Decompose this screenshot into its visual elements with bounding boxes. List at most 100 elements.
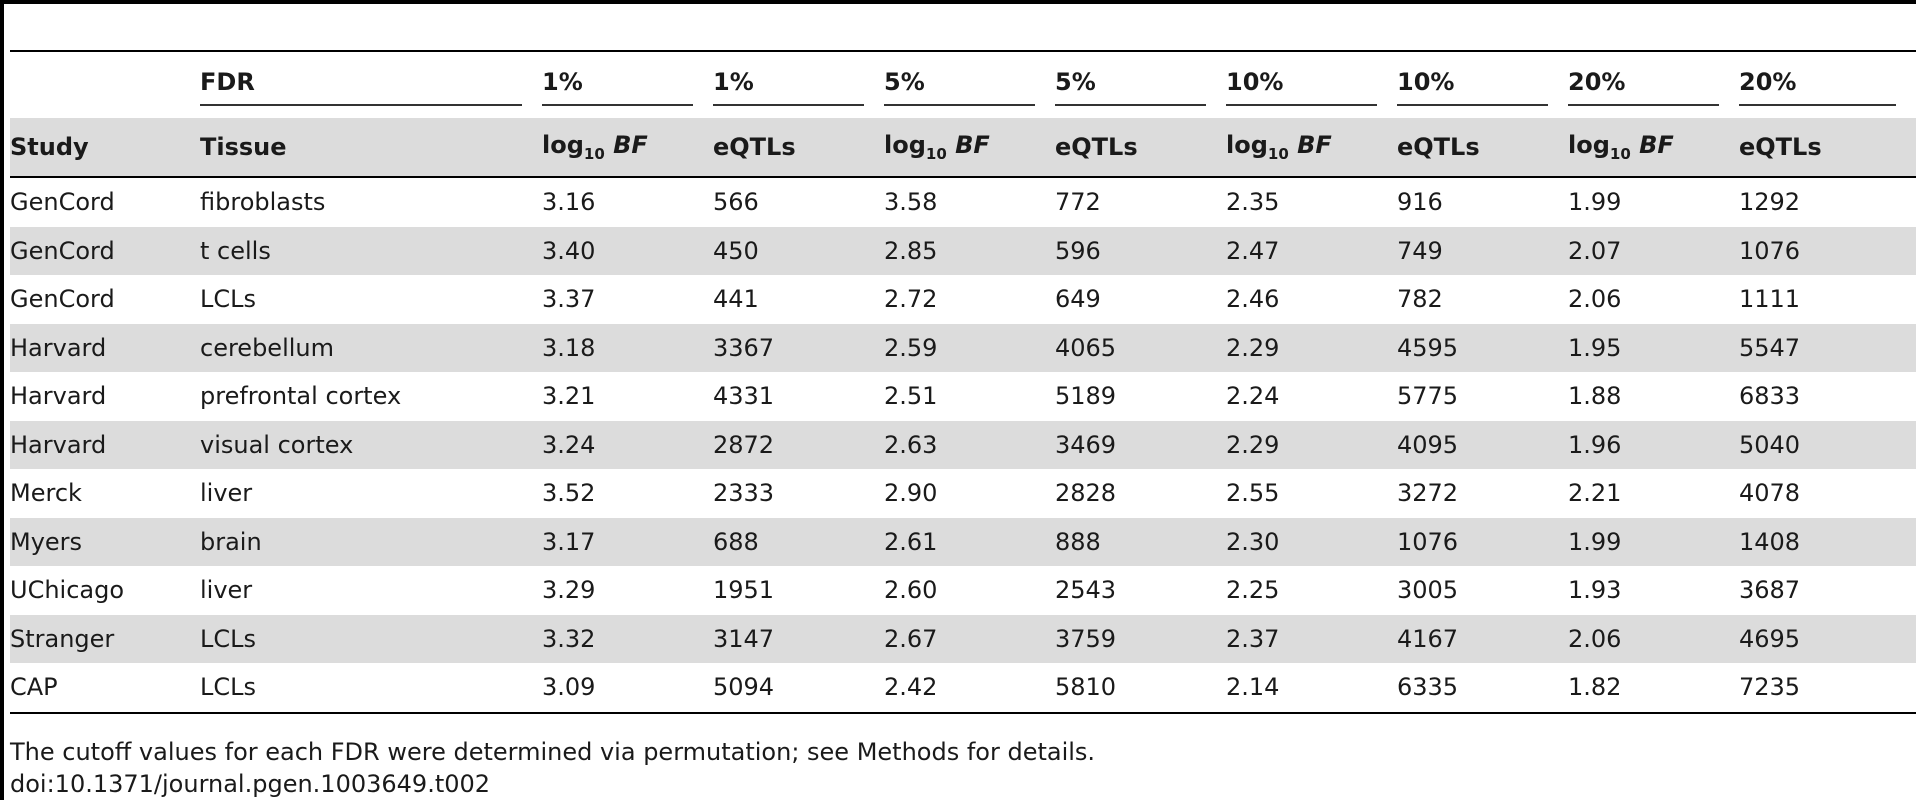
tissue-cell: cerebellum — [200, 323, 542, 372]
tissue-cell: fibroblasts — [200, 188, 326, 217]
value-cell: 2.55 — [1226, 479, 1280, 508]
value-cell: 1076 — [1739, 226, 1916, 275]
value-cell: 2872 — [713, 420, 884, 469]
eqtls-header: eQTLs — [1397, 118, 1568, 178]
value-cell: 1.99 — [1568, 188, 1622, 217]
value-cell: 6833 — [1739, 382, 1801, 411]
value-cell: 3.40 — [542, 226, 713, 275]
value-cell: 1.88 — [1568, 382, 1622, 411]
fdr-level: 20% — [1739, 52, 1916, 118]
log-bf-header: log10 BF — [1226, 118, 1397, 178]
value-cell: 2.60 — [884, 576, 938, 605]
fdr-level: 5% — [1055, 52, 1226, 118]
fdr-level: 10% — [1397, 52, 1568, 118]
value-cell: 916 — [1397, 188, 1443, 217]
table-top-rule — [10, 50, 1916, 52]
value-cell: 2.47 — [1226, 226, 1397, 275]
study-cell: Myers — [10, 517, 200, 566]
value-cell: 2333 — [713, 479, 775, 508]
value-cell: 1.95 — [1568, 323, 1739, 372]
fdr-header-row: FDR 1% 1% 5% 5% 10% 10% 20% 20% — [10, 52, 1916, 118]
value-cell: 1.96 — [1568, 420, 1739, 469]
value-cell: 5094 — [713, 663, 884, 714]
doi-line: doi:10.1371/journal.pgen.1003649.t002 — [10, 770, 491, 798]
value-cell: 3272 — [1397, 479, 1459, 508]
value-cell: 566 — [713, 188, 759, 217]
table-row: Stranger LCLs 3.32 3147 2.67 3759 2.37 4… — [10, 614, 1916, 663]
tissue-cell: liver — [200, 479, 253, 508]
table-row: UChicago liver 3.29 1951 2.60 2543 2.25 … — [10, 566, 1916, 615]
table-row: GenCord fibroblasts 3.16 566 3.58 772 2.… — [10, 177, 1916, 227]
tissue-header: Tissue — [200, 118, 542, 178]
value-cell: 3367 — [713, 323, 884, 372]
value-cell: 2.06 — [1568, 614, 1739, 663]
eqtls-header: eQTLs — [713, 118, 884, 178]
value-cell: 3.24 — [542, 420, 713, 469]
study-cell: Harvard — [10, 382, 107, 411]
fdr-level: 10% — [1226, 52, 1397, 118]
table-body: GenCord fibroblasts 3.16 566 3.58 772 2.… — [10, 177, 1916, 714]
value-cell: 688 — [713, 517, 884, 566]
study-cell: UChicago — [10, 576, 125, 605]
value-cell: 450 — [713, 226, 884, 275]
value-cell: 2828 — [1055, 479, 1117, 508]
table-row: GenCord LCLs 3.37 441 2.72 649 2.46 782 … — [10, 275, 1916, 324]
value-cell: 5189 — [1055, 382, 1117, 411]
fdr-level: 20% — [1568, 52, 1739, 118]
column-header-row: Study Tissue log10 BF eQTLs log10 BF eQT… — [10, 118, 1916, 178]
value-cell: 4331 — [713, 382, 775, 411]
value-cell: 2.72 — [884, 285, 938, 314]
value-cell: 3.32 — [542, 614, 713, 663]
value-cell: 3.58 — [884, 188, 938, 217]
eqtls-header: eQTLs — [1739, 118, 1916, 178]
study-cell: Harvard — [10, 323, 200, 372]
tissue-cell: LCLs — [200, 285, 257, 314]
fdr-label: FDR — [200, 52, 542, 118]
fdr-level: 5% — [884, 52, 1055, 118]
value-cell: 3.18 — [542, 323, 713, 372]
value-cell: 4095 — [1397, 420, 1568, 469]
study-cell: Merck — [10, 479, 82, 508]
value-cell: 1111 — [1739, 285, 1801, 314]
top-border — [0, 0, 1916, 4]
value-cell: 772 — [1055, 188, 1101, 217]
tissue-cell: visual cortex — [200, 420, 542, 469]
value-cell: 1.82 — [1568, 663, 1739, 714]
value-cell: 2.90 — [884, 479, 938, 508]
table-row: Harvard cerebellum 3.18 3367 2.59 4065 2… — [10, 323, 1916, 372]
value-cell: 3.29 — [542, 576, 596, 605]
study-cell: GenCord — [10, 285, 115, 314]
value-cell: 888 — [1055, 517, 1226, 566]
value-cell: 7235 — [1739, 663, 1916, 714]
tissue-cell: liver — [200, 576, 253, 605]
study-cell: GenCord — [10, 226, 200, 275]
study-header: Study — [10, 118, 200, 178]
table-row: Myers brain 3.17 688 2.61 888 2.30 1076 … — [10, 517, 1916, 566]
value-cell: 1292 — [1739, 188, 1801, 217]
value-cell: 3147 — [713, 614, 884, 663]
value-cell: 1076 — [1397, 517, 1568, 566]
value-cell: 2.35 — [1226, 188, 1280, 217]
value-cell: 3469 — [1055, 420, 1226, 469]
value-cell: 649 — [1055, 285, 1101, 314]
value-cell: 2.07 — [1568, 226, 1739, 275]
tissue-cell: LCLs — [200, 614, 542, 663]
value-cell: 3.37 — [542, 285, 596, 314]
table-row: CAP LCLs 3.09 5094 2.42 5810 2.14 6335 1… — [10, 663, 1916, 714]
tissue-cell: t cells — [200, 226, 542, 275]
value-cell: 3.16 — [542, 188, 596, 217]
value-cell: 2.46 — [1226, 285, 1280, 314]
value-cell: 2.59 — [884, 323, 1055, 372]
value-cell: 2.85 — [884, 226, 1055, 275]
study-cell: Harvard — [10, 420, 200, 469]
value-cell: 3759 — [1055, 614, 1226, 663]
value-cell: 4078 — [1739, 479, 1801, 508]
fdr-blank-cell — [10, 52, 200, 118]
value-cell: 2.30 — [1226, 517, 1397, 566]
value-cell: 2.42 — [884, 663, 1055, 714]
value-cell: 4167 — [1397, 614, 1568, 663]
value-cell: 2543 — [1055, 576, 1117, 605]
eqtl-fdr-table: FDR 1% 1% 5% 5% 10% 10% 20% 20% Study Ti… — [10, 52, 1916, 714]
table-row: Harvard visual cortex 3.24 2872 2.63 346… — [10, 420, 1916, 469]
study-cell: CAP — [10, 663, 200, 714]
